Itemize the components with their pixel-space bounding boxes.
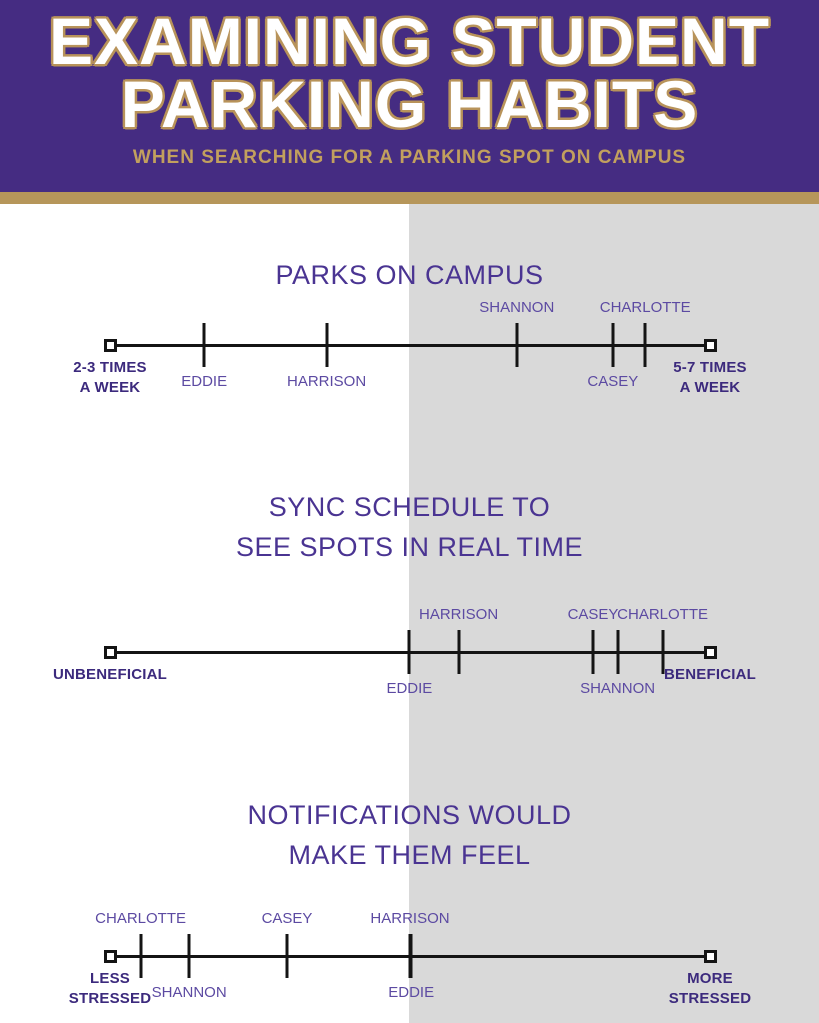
point-label-harrison: HARRISON bbox=[419, 606, 499, 623]
axis-endpoint-right bbox=[703, 949, 717, 963]
tick-eddie bbox=[407, 630, 411, 674]
point-label-harrison: HARRISON bbox=[370, 910, 450, 927]
axis-max-label: 5-7 TIMES A WEEK bbox=[673, 359, 747, 396]
point-label-casey: CASEY bbox=[567, 606, 619, 623]
axis-min-label: 2-3 TIMES A WEEK bbox=[73, 359, 147, 396]
point-label-shannon: SHANNON bbox=[580, 680, 656, 697]
chart-title: NOTIFICATIONS WOULD MAKE THEM FEEL bbox=[0, 795, 819, 875]
main-title-line1: EXAMINING STUDENT bbox=[48, 4, 771, 78]
chart-title: PARKS ON CAMPUS bbox=[0, 255, 819, 295]
main-title-line2: PARKING HABITS bbox=[120, 67, 699, 141]
axis-endpoint-left bbox=[103, 645, 117, 659]
point-label-charlotte: CHARLOTTE bbox=[95, 910, 187, 927]
axis-min-label: LESS STRESSED bbox=[68, 970, 152, 1007]
chart-title-line: SEE SPOTS IN REAL TIME bbox=[235, 532, 584, 562]
tick-eddie bbox=[202, 323, 206, 367]
tick-charlotte bbox=[643, 323, 647, 367]
gold-divider bbox=[0, 192, 819, 204]
tick-casey bbox=[591, 630, 595, 674]
chart-title: SYNC SCHEDULE TO SEE SPOTS IN REAL TIME bbox=[0, 487, 819, 567]
tick-casey bbox=[611, 323, 615, 367]
header-banner: EXAMINING STUDENT PARKING HABITS WHEN SE… bbox=[0, 0, 819, 192]
axis-endpoint-right bbox=[703, 645, 717, 659]
tick-shannon bbox=[515, 323, 519, 367]
point-label-casey: CASEY bbox=[587, 373, 639, 390]
point-label-harrison: HARRISON bbox=[287, 373, 367, 390]
axis-min-label: UNBENEFICIAL bbox=[52, 666, 168, 683]
tick-shannon bbox=[616, 630, 620, 674]
point-label-charlotte: CHARLOTTE bbox=[599, 299, 691, 316]
point-label-shannon: SHANNON bbox=[151, 984, 227, 1001]
chart-title-line: NOTIFICATIONS WOULD bbox=[247, 800, 572, 830]
axis-endpoint-left bbox=[103, 338, 117, 352]
chart-title-line: PARKS ON CAMPUS bbox=[275, 260, 544, 290]
point-label-casey: CASEY bbox=[261, 910, 313, 927]
main-title: EXAMINING STUDENT PARKING HABITS bbox=[0, 4, 819, 141]
point-label-charlotte: CHARLOTTE bbox=[617, 606, 709, 623]
point-label-eddie: EDDIE bbox=[181, 373, 228, 390]
tick-harrison bbox=[457, 630, 461, 674]
axis-endpoint-left bbox=[103, 949, 117, 963]
axis-line bbox=[110, 343, 710, 347]
tick-charlotte bbox=[139, 934, 143, 978]
point-label-eddie: EDDIE bbox=[386, 680, 433, 697]
tick-eddie bbox=[409, 934, 413, 978]
axis-max-label: MORE STRESSED bbox=[668, 970, 752, 1007]
tick-casey bbox=[285, 934, 289, 978]
point-label-shannon: SHANNON bbox=[479, 299, 555, 316]
tick-shannon bbox=[187, 934, 191, 978]
tick-harrison bbox=[325, 323, 329, 367]
point-label-eddie: EDDIE bbox=[388, 984, 435, 1001]
axis-endpoint-right bbox=[703, 338, 717, 352]
subtitle: WHEN SEARCHING FOR A PARKING SPOT ON CAM… bbox=[132, 147, 687, 168]
axis-max-label: BENEFICIAL bbox=[664, 666, 756, 683]
chart-title-line: SYNC SCHEDULE TO bbox=[268, 492, 551, 522]
tick-charlotte bbox=[661, 630, 665, 674]
chart-title-line: MAKE THEM FEEL bbox=[288, 840, 531, 870]
